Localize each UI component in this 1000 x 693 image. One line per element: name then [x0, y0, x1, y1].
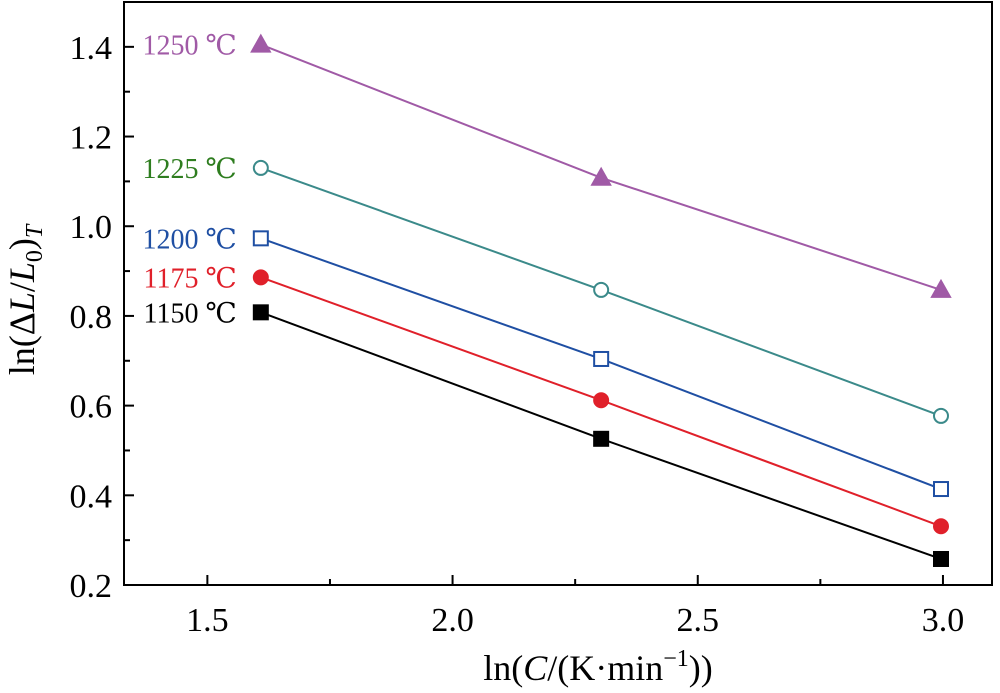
data-point-1225: [252, 159, 269, 176]
y-tick-label: 1.2: [70, 120, 113, 157]
y-tick-label: 0.2: [70, 568, 113, 605]
series-markers: [250, 33, 952, 567]
series-lines: [260, 43, 942, 560]
data-point-1200: [932, 481, 949, 498]
data-point-1150: [252, 304, 269, 321]
data-point-1200: [252, 230, 269, 247]
data-point-1225: [932, 407, 949, 424]
data-point-1175: [593, 392, 610, 409]
y-tick-label: 1.0: [70, 209, 113, 246]
data-point-1200: [593, 350, 610, 367]
series-labels: 1250 ℃ 1225 ℃ 1200 ℃ 1175 ℃ 1150 ℃: [142, 31, 236, 330]
data-point-1250: [250, 33, 272, 53]
series-label-1225: 1225 ℃: [142, 154, 236, 185]
x-axis-title: ln(C/(K·min−1)): [483, 646, 713, 688]
x-tick-label: 2.5: [677, 602, 720, 639]
y-tick-label: 0.4: [70, 478, 113, 515]
data-point-1225: [593, 281, 610, 298]
data-point-1150: [932, 550, 949, 567]
y-tick-label: 0.8: [70, 299, 113, 336]
y-axis-title: ln(ΔL/L0)T: [2, 223, 48, 375]
x-tick-label: 3.0: [922, 602, 965, 639]
data-point-1175: [252, 269, 269, 286]
plot-frame: [123, 1, 993, 586]
y-axis-ticks: 0.2 0.4 0.6 0.8 1.0 1.2 1.4: [70, 30, 134, 605]
data-point-1250: [590, 166, 612, 186]
data-point-1150: [593, 430, 610, 447]
series-label-1150: 1150 ℃: [144, 298, 237, 329]
data-point-1175: [932, 518, 949, 535]
x-tick-label: 1.5: [186, 602, 229, 639]
series-label-1200: 1200 ℃: [142, 224, 236, 255]
x-tick-label: 2.0: [431, 602, 474, 639]
x-axis-ticks: 1.5 2.0 2.5 3.0: [186, 575, 964, 639]
y-tick-label: 1.4: [70, 30, 113, 67]
data-point-1250: [930, 278, 952, 298]
series-label-1175: 1175 ℃: [144, 263, 237, 294]
y-tick-label: 0.6: [70, 389, 113, 426]
series-label-1250: 1250 ℃: [142, 31, 236, 62]
